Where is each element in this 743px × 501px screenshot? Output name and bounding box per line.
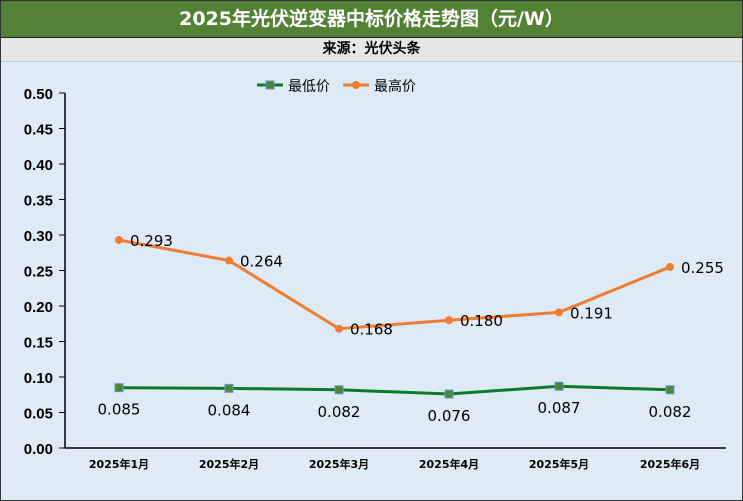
- series-line-0: [118, 384, 671, 396]
- y-tick-label: 0.15: [24, 335, 53, 352]
- x-tick-label: 2025年4月: [419, 457, 479, 471]
- data-point: [445, 316, 453, 325]
- data-point: [114, 383, 124, 393]
- y-tick-label: 0.30: [24, 228, 53, 245]
- data-label: 0.180: [460, 312, 503, 330]
- data-point: [224, 383, 234, 393]
- chart-title: 2025年光伏逆变器中标价格走势图（元/W）: [1, 1, 742, 38]
- data-label: 0.264: [240, 253, 283, 271]
- data-label: 0.076: [428, 407, 471, 425]
- data-point: [554, 381, 564, 391]
- y-tick-label: 0.10: [24, 370, 53, 387]
- x-tick-label: 2025年6月: [640, 457, 700, 471]
- y-tick-label: 0.40: [24, 157, 53, 174]
- data-point: [225, 256, 233, 265]
- x-tick-label: 2025年1月: [89, 457, 149, 471]
- data-point: [334, 385, 344, 395]
- y-tick-label: 0.05: [24, 406, 53, 423]
- legend-label: 最高价: [374, 78, 416, 95]
- data-label: 0.168: [350, 321, 393, 339]
- data-label: 0.087: [538, 399, 581, 417]
- data-label: 0.255: [681, 259, 724, 277]
- data-point: [444, 389, 454, 399]
- y-tick-label: 0.20: [24, 299, 53, 316]
- x-tick-label: 2025年2月: [199, 457, 259, 471]
- data-point: [666, 262, 674, 271]
- y-tick-label: 0.50: [24, 86, 53, 103]
- data-label: 0.191: [570, 304, 613, 322]
- series-line-1: [118, 238, 671, 331]
- data-label: 0.293: [130, 232, 173, 250]
- legend-marker: [352, 81, 360, 89]
- y-tick-label: 0.45: [24, 122, 53, 139]
- x-tick-label: 2025年3月: [309, 457, 369, 471]
- x-tick-label: 2025年5月: [529, 457, 589, 471]
- y-tick-label: 0.25: [24, 264, 53, 281]
- data-label: 0.082: [649, 403, 692, 421]
- chart-subtitle: 来源：光伏头条: [1, 38, 742, 62]
- data-label: 0.085: [98, 401, 141, 419]
- data-point: [335, 324, 343, 333]
- data-point: [665, 385, 675, 395]
- legend-marker: [265, 80, 275, 90]
- data-label: 0.082: [318, 403, 361, 421]
- y-tick-label: 0.00: [24, 441, 53, 458]
- data-point: [115, 235, 123, 244]
- legend-label: 最低价: [288, 79, 330, 95]
- y-tick-label: 0.35: [24, 193, 53, 210]
- data-point: [555, 308, 563, 317]
- data-label: 0.084: [208, 401, 251, 419]
